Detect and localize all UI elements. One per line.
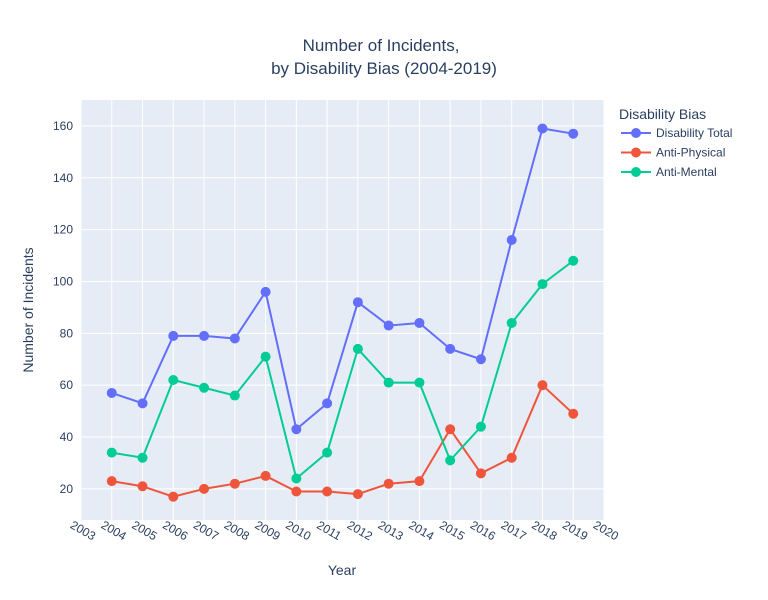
plot-area bbox=[81, 100, 604, 520]
data-point[interactable] bbox=[322, 447, 333, 458]
legend-item[interactable]: Disability Total bbox=[621, 126, 732, 140]
data-point[interactable] bbox=[137, 398, 148, 409]
data-point[interactable] bbox=[199, 382, 210, 393]
data-point[interactable] bbox=[322, 486, 333, 497]
y-tick-label: 100 bbox=[53, 274, 73, 288]
data-point[interactable] bbox=[568, 255, 579, 266]
legend[interactable]: Disability Bias Disability Total Anti-Phy… bbox=[619, 106, 732, 179]
data-point[interactable] bbox=[568, 408, 579, 419]
data-point[interactable] bbox=[168, 330, 179, 341]
data-point[interactable] bbox=[475, 421, 486, 432]
y-tick-label: 80 bbox=[60, 326, 74, 340]
data-point[interactable] bbox=[137, 452, 148, 463]
data-point[interactable] bbox=[445, 455, 456, 466]
y-tick-label: 140 bbox=[53, 171, 73, 185]
data-point[interactable] bbox=[322, 398, 333, 409]
data-point[interactable] bbox=[537, 279, 548, 290]
data-point[interactable] bbox=[352, 297, 363, 308]
chart-title-line-1: Number of Incidents, bbox=[303, 36, 460, 55]
data-point[interactable] bbox=[383, 478, 394, 489]
y-tick-label: 40 bbox=[60, 430, 74, 444]
data-point[interactable] bbox=[106, 447, 117, 458]
data-point[interactable] bbox=[537, 123, 548, 134]
legend-title: Disability Bias bbox=[619, 106, 706, 122]
data-point[interactable] bbox=[475, 354, 486, 365]
data-point[interactable] bbox=[260, 351, 271, 362]
legend-label: Anti-Mental bbox=[656, 165, 717, 179]
series-anti-mental bbox=[106, 255, 579, 484]
series-disability-total bbox=[106, 123, 579, 435]
grid-lines bbox=[80, 100, 605, 520]
data-point[interactable] bbox=[229, 478, 240, 489]
data-point[interactable] bbox=[352, 489, 363, 500]
y-tick-label: 120 bbox=[53, 223, 73, 237]
data-point[interactable] bbox=[291, 473, 302, 484]
series-line bbox=[111, 259, 574, 480]
data-point[interactable] bbox=[199, 483, 210, 494]
data-point[interactable] bbox=[260, 286, 271, 297]
data-point[interactable] bbox=[260, 470, 271, 481]
series-anti-physical bbox=[106, 380, 579, 502]
y-tick-label: 20 bbox=[60, 482, 74, 496]
legend-marker bbox=[631, 128, 641, 138]
y-axis-label: Number of Incidents bbox=[20, 247, 36, 372]
data-point[interactable] bbox=[475, 468, 486, 479]
data-point[interactable] bbox=[229, 333, 240, 344]
data-point[interactable] bbox=[352, 343, 363, 354]
data-point[interactable] bbox=[168, 491, 179, 502]
data-point[interactable] bbox=[106, 476, 117, 487]
y-axis-ticks: 20 40 60 80 100 120 140 160 bbox=[53, 119, 73, 496]
data-point[interactable] bbox=[168, 375, 179, 385]
series-line bbox=[111, 384, 574, 498]
data-point[interactable] bbox=[291, 486, 302, 497]
data-point[interactable] bbox=[291, 424, 302, 435]
series-line bbox=[111, 127, 574, 431]
legend-marker bbox=[631, 167, 641, 177]
legend-label: Anti-Physical bbox=[656, 146, 725, 160]
legend-item[interactable]: Anti-Mental bbox=[621, 165, 717, 179]
data-point[interactable] bbox=[506, 317, 517, 328]
data-point[interactable] bbox=[445, 343, 456, 354]
data-point[interactable] bbox=[383, 377, 394, 388]
data-point[interactable] bbox=[506, 235, 517, 245]
data-point[interactable] bbox=[383, 320, 394, 331]
legend-item[interactable]: Anti-Physical bbox=[621, 146, 725, 160]
data-point[interactable] bbox=[414, 317, 425, 328]
data-point[interactable] bbox=[445, 424, 456, 435]
data-point[interactable] bbox=[199, 330, 210, 341]
y-tick-label: 60 bbox=[60, 378, 74, 392]
legend-marker bbox=[631, 147, 641, 158]
data-point[interactable] bbox=[137, 481, 148, 492]
data-point[interactable] bbox=[414, 476, 425, 487]
data-point[interactable] bbox=[106, 387, 117, 398]
data-point[interactable] bbox=[229, 390, 240, 401]
legend-label: Disability Total bbox=[656, 126, 732, 140]
data-point[interactable] bbox=[414, 377, 425, 388]
data-point[interactable] bbox=[506, 452, 517, 463]
data-point[interactable] bbox=[568, 128, 579, 139]
series-group bbox=[106, 123, 579, 502]
chart-title-line-2: by Disability Bias (2004-2019) bbox=[271, 59, 497, 78]
x-axis-label: Year bbox=[328, 562, 357, 578]
y-tick-label: 160 bbox=[53, 119, 73, 133]
data-point[interactable] bbox=[537, 380, 548, 391]
